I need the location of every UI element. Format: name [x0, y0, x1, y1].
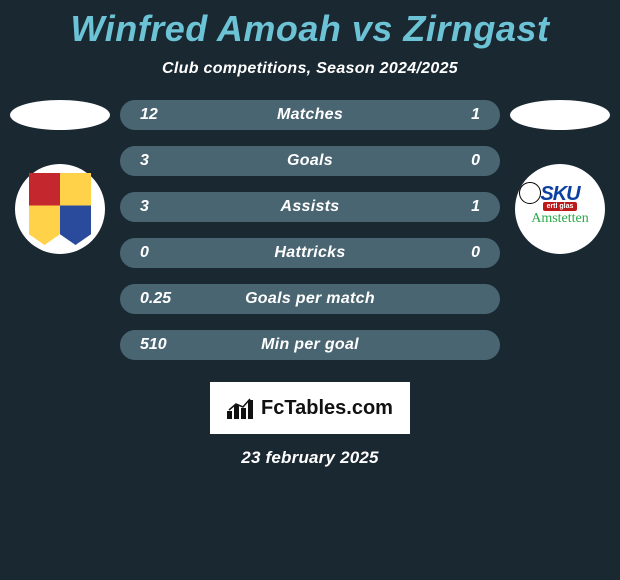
stat-right-value: 0 — [400, 244, 480, 262]
branding-badge[interactable]: FcTables.com — [210, 382, 410, 434]
branding-label: FcTables.com — [261, 397, 393, 420]
page-title: Winfred Amoah vs Zirngast — [0, 8, 620, 50]
bar-chart-icon — [227, 397, 255, 419]
club-logo-icon: SKU ertl glas Amstetten — [525, 184, 595, 234]
player-right-col: SKU ertl glas Amstetten — [500, 100, 620, 254]
stat-row: 12Matches1 — [120, 100, 500, 130]
stat-right-value: 1 — [400, 106, 480, 124]
stat-right-value: 1 — [400, 198, 480, 216]
comparison-card: Winfred Amoah vs Zirngast Club competiti… — [0, 0, 620, 468]
stat-left-value: 510 — [140, 336, 220, 354]
stat-label: Min per goal — [220, 336, 400, 354]
stat-label: Assists — [220, 198, 400, 216]
crest-left — [15, 164, 105, 254]
stat-left-value: 0 — [140, 244, 220, 262]
footer-date: 23 february 2025 — [0, 448, 620, 468]
stat-row: 510Min per goal — [120, 330, 500, 360]
stat-row: 0.25Goals per match — [120, 284, 500, 314]
body-row: 12Matches13Goals03Assists10Hattricks00.2… — [0, 100, 620, 376]
stat-row: 3Assists1 — [120, 192, 500, 222]
player-left-col — [0, 100, 120, 254]
stat-row: 3Goals0 — [120, 146, 500, 176]
stat-label: Goals per match — [220, 290, 400, 308]
stat-left-value: 3 — [140, 198, 220, 216]
shield-icon — [29, 173, 91, 245]
stat-label: Goals — [220, 152, 400, 170]
stats-column: 12Matches13Goals03Assists10Hattricks00.2… — [120, 100, 500, 376]
stat-left-value: 3 — [140, 152, 220, 170]
player-left-silhouette — [10, 100, 110, 130]
stat-label: Hattricks — [220, 244, 400, 262]
stat-left-value: 0.25 — [140, 290, 220, 308]
stat-right-value: 0 — [400, 152, 480, 170]
player-right-silhouette — [510, 100, 610, 130]
stat-left-value: 12 — [140, 106, 220, 124]
stat-label: Matches — [220, 106, 400, 124]
crest-right: SKU ertl glas Amstetten — [515, 164, 605, 254]
stat-row: 0Hattricks0 — [120, 238, 500, 268]
page-subtitle: Club competitions, Season 2024/2025 — [0, 60, 620, 78]
